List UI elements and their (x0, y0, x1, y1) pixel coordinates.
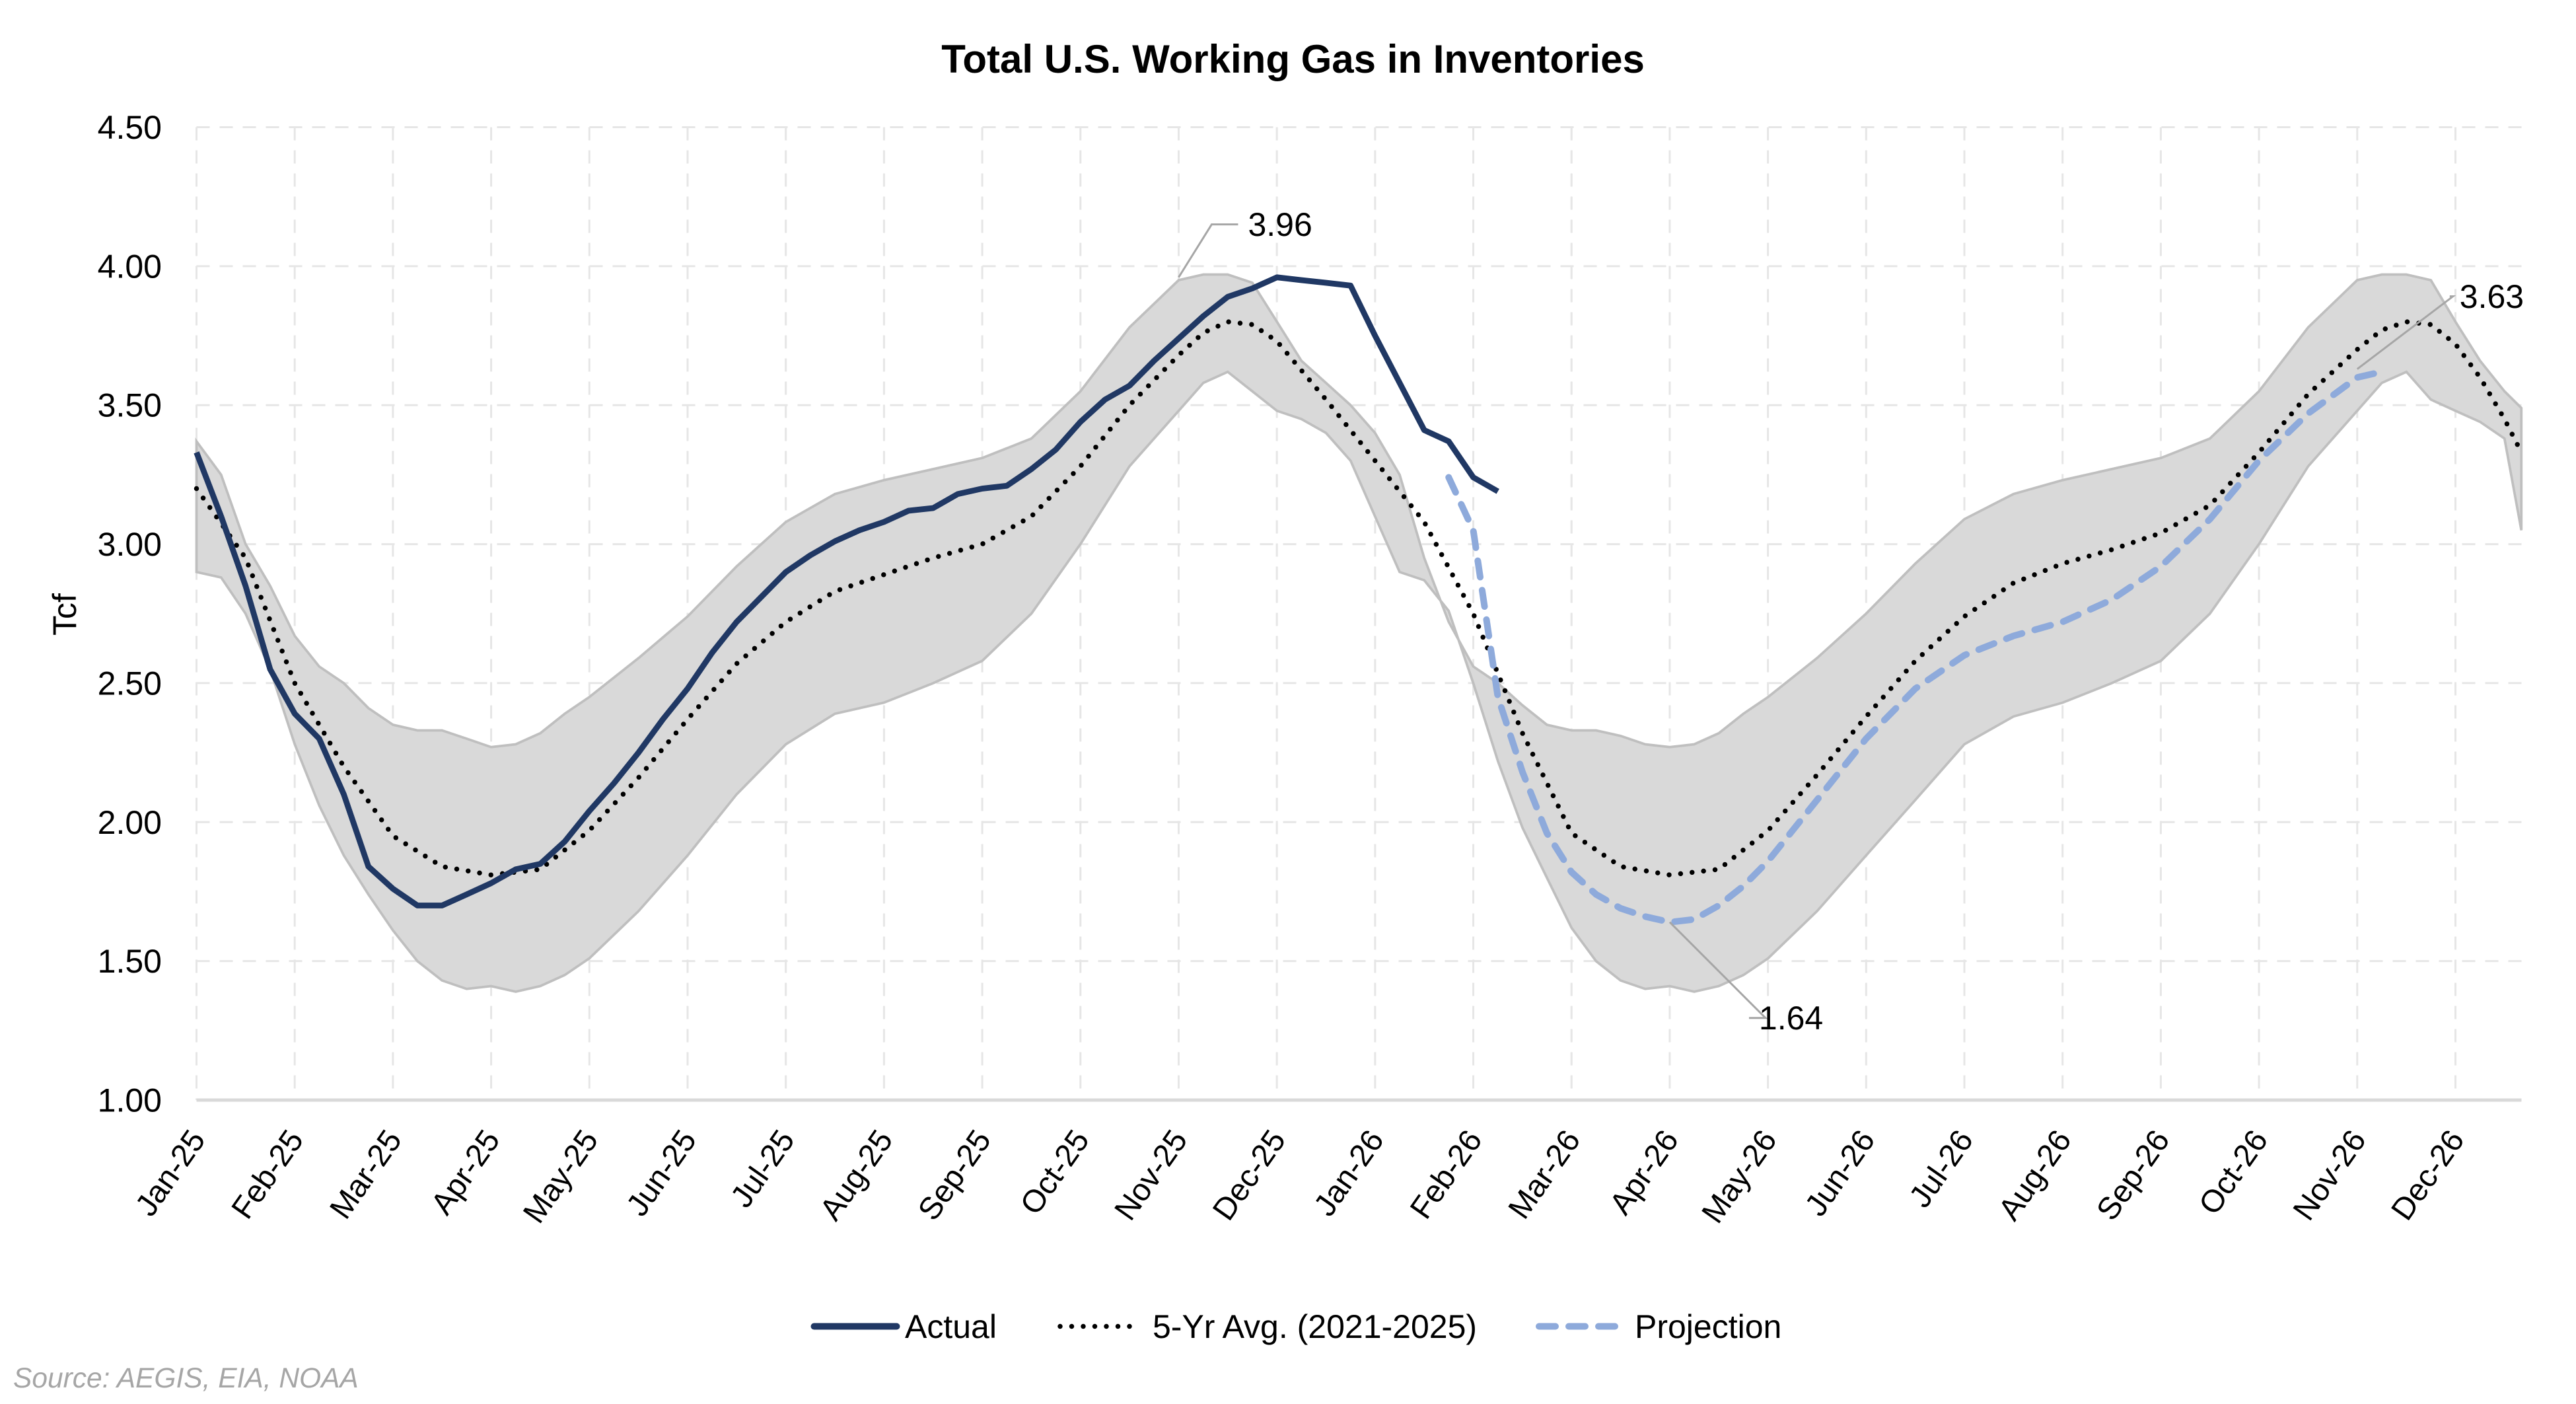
x-tick-label: Mar-25 (323, 1124, 409, 1226)
y-tick-label: 4.50 (98, 109, 162, 146)
annotation-label: 1.64 (1759, 1000, 1823, 1037)
y-tick-label: 3.00 (98, 526, 162, 563)
y-axis-label: Tcf (46, 593, 83, 636)
annotations: 3.96 1.64 3.63 (1178, 206, 2524, 1037)
x-tick-label: Nov-26 (2287, 1124, 2373, 1227)
annotation-leader (1178, 223, 1238, 278)
x-tick-label: Oct-26 (2192, 1124, 2275, 1221)
y-tick-label: 1.50 (98, 943, 162, 980)
range-band (195, 273, 2523, 993)
annotation-label: 3.96 (1248, 206, 1312, 243)
x-tick-label: Jun-25 (620, 1124, 703, 1222)
y-tick-label: 1.00 (98, 1082, 162, 1119)
y-tick-label: 4.00 (98, 248, 162, 285)
x-axis: Jan-25 Feb-25 Mar-25 Apr-25 May-25 Jun-25 Jul-… (129, 1124, 2472, 1230)
y-tick-label: 2.00 (98, 804, 162, 841)
x-tick-label: Oct-25 (1014, 1124, 1096, 1221)
source-note: Source: AEGIS, EIA, NOAA (13, 1363, 359, 1394)
x-tick-label: Feb-26 (1404, 1124, 1489, 1226)
x-tick-label: Jul-26 (1902, 1124, 1980, 1214)
x-tick-label: May-25 (517, 1124, 605, 1230)
chart-title: Total U.S. Working Gas in Inventories (941, 37, 1645, 81)
series-line-actual (194, 274, 1499, 908)
annotation-leader (2356, 295, 2456, 370)
x-tick-label: Feb-25 (225, 1124, 310, 1226)
legend-label: 5-Yr Avg. (2021-2025) (1153, 1308, 1477, 1345)
x-tick-label: Aug-25 (813, 1124, 900, 1227)
x-tick-label: Jan-26 (1307, 1124, 1391, 1222)
x-tick-label: Jun-26 (1799, 1124, 1882, 1222)
x-tick-label: Jul-25 (724, 1124, 802, 1214)
y-tick-label: 3.50 (98, 387, 162, 424)
legend-label: Projection (1635, 1308, 1781, 1345)
legend: Actual 5-Yr Avg. (2021-2025) Projection (810, 1308, 1781, 1345)
series-line-5-yr-avg-2021-2025 (194, 319, 2524, 877)
annotation-leader (1668, 921, 1768, 1019)
range-band-area (195, 273, 2523, 993)
x-tick-label: Apr-26 (1603, 1124, 1686, 1221)
x-tick-label: Sep-26 (2090, 1124, 2176, 1227)
x-tick-label: Sep-25 (912, 1124, 998, 1227)
series-line-projection (1445, 368, 2385, 926)
x-tick-label: Nov-25 (1108, 1124, 1194, 1227)
y-tick-label: 2.50 (98, 665, 162, 702)
x-tick-label: Dec-26 (2384, 1124, 2471, 1227)
x-tick-label: Mar-26 (1502, 1124, 1588, 1226)
series-lines (194, 274, 2524, 926)
x-tick-label: May-26 (1695, 1124, 1783, 1230)
x-tick-label: Apr-25 (424, 1124, 507, 1221)
x-tick-label: Dec-25 (1206, 1124, 1293, 1227)
annotation-label: 3.63 (2460, 278, 2524, 315)
legend-label: Actual (905, 1308, 997, 1345)
y-axis: 1.00 1.50 2.00 2.50 3.00 3.50 4.00 4.50 (98, 109, 162, 1119)
x-tick-label: Aug-26 (1991, 1124, 2078, 1227)
x-tick-label: Jan-25 (129, 1124, 213, 1222)
